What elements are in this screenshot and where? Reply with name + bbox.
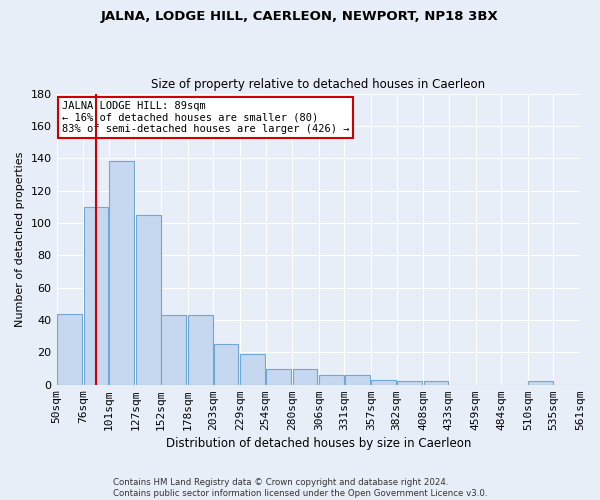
Text: JALNA, LODGE HILL, CAERLEON, NEWPORT, NP18 3BX: JALNA, LODGE HILL, CAERLEON, NEWPORT, NP… (101, 10, 499, 23)
Bar (345, 375, 370, 384)
Text: Contains HM Land Registry data © Crown copyright and database right 2024.
Contai: Contains HM Land Registry data © Crown c… (113, 478, 487, 498)
Bar (319, 375, 344, 384)
Bar (188, 315, 213, 384)
Bar (293, 368, 317, 384)
Bar (371, 380, 396, 384)
Text: JALNA LODGE HILL: 89sqm
← 16% of detached houses are smaller (80)
83% of semi-de: JALNA LODGE HILL: 89sqm ← 16% of detache… (62, 101, 349, 134)
Bar (83, 207, 109, 384)
Bar (397, 382, 422, 384)
Y-axis label: Number of detached properties: Number of detached properties (15, 152, 25, 327)
Title: Size of property relative to detached houses in Caerleon: Size of property relative to detached ho… (151, 78, 485, 91)
Bar (528, 382, 553, 384)
X-axis label: Distribution of detached houses by size in Caerleon: Distribution of detached houses by size … (166, 437, 471, 450)
Bar (136, 215, 161, 384)
Bar (424, 382, 448, 384)
Bar (109, 162, 134, 384)
Bar (161, 315, 186, 384)
Bar (214, 344, 238, 385)
Bar (57, 314, 82, 384)
Bar (266, 368, 291, 384)
Bar (241, 354, 265, 384)
